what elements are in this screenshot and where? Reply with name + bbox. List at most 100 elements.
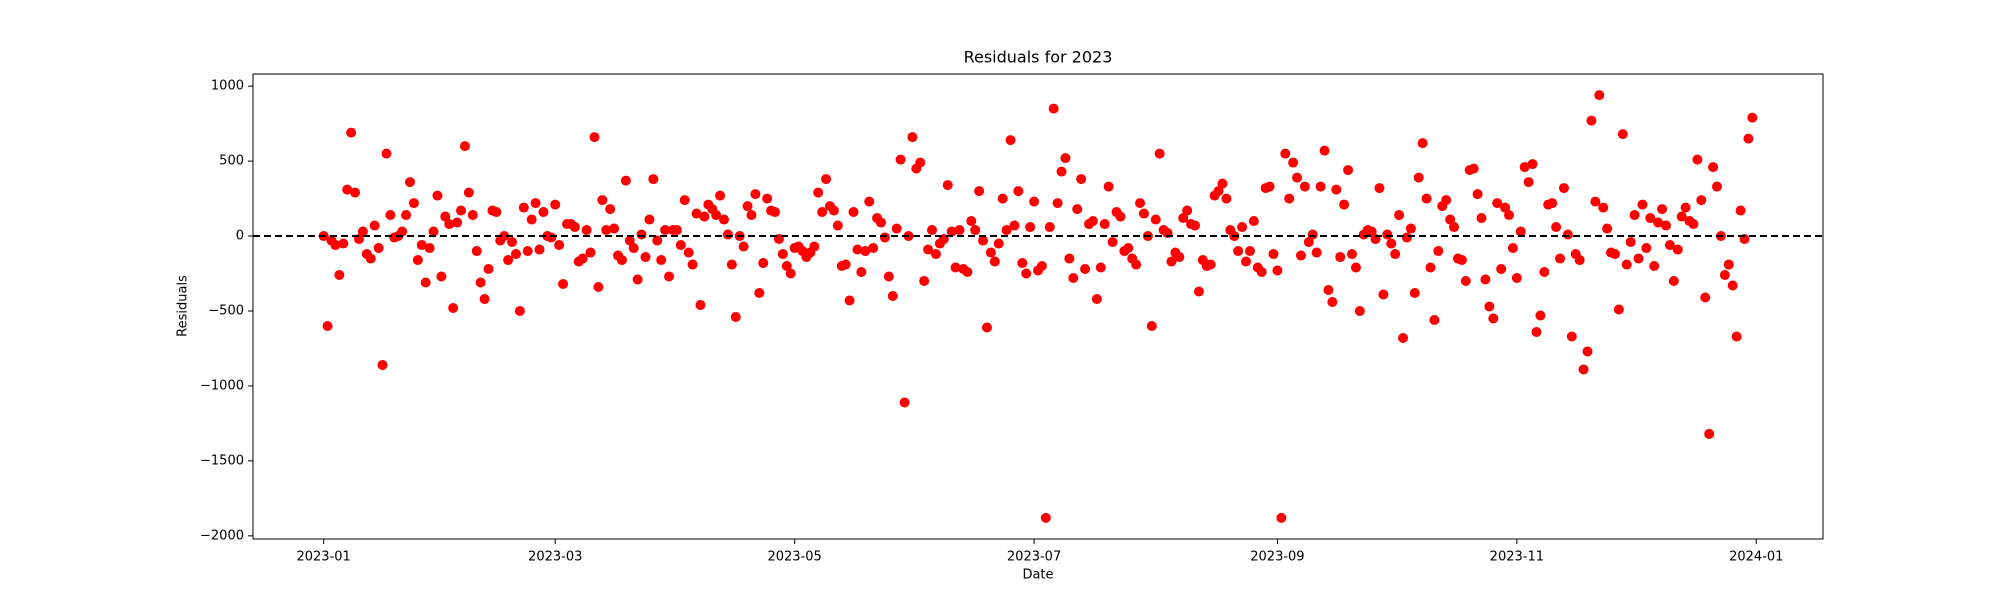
point xyxy=(1303,237,1314,248)
point xyxy=(1056,166,1067,177)
x-tick-label: 2023-03 xyxy=(528,550,582,565)
point xyxy=(1676,211,1687,222)
point xyxy=(1017,258,1028,269)
y-tick-label: −500 xyxy=(208,303,244,318)
point xyxy=(1264,181,1275,192)
point xyxy=(1712,181,1723,192)
point xyxy=(974,186,985,197)
point xyxy=(817,207,828,218)
point xyxy=(1339,199,1350,210)
point xyxy=(632,274,643,285)
point xyxy=(1558,183,1569,194)
point xyxy=(1115,211,1126,222)
point xyxy=(675,240,686,251)
y-tick-label: −1500 xyxy=(200,453,244,468)
point xyxy=(1409,288,1420,299)
point xyxy=(1496,264,1507,275)
point xyxy=(715,190,726,201)
point xyxy=(1284,193,1295,204)
point xyxy=(408,198,419,209)
point xyxy=(605,204,616,215)
point xyxy=(444,219,455,230)
point xyxy=(1182,205,1193,216)
point xyxy=(1657,204,1668,215)
point xyxy=(754,288,765,299)
point xyxy=(609,223,620,234)
point xyxy=(1135,198,1146,209)
point xyxy=(907,132,918,143)
point xyxy=(1307,229,1318,240)
point xyxy=(1661,220,1671,231)
point xyxy=(1009,220,1020,231)
point xyxy=(475,277,486,288)
point xyxy=(1174,252,1185,263)
point xyxy=(1233,246,1244,257)
point xyxy=(1696,195,1707,206)
point xyxy=(840,259,851,270)
point xyxy=(1574,255,1585,266)
point xyxy=(730,311,741,322)
point xyxy=(1598,202,1609,213)
point xyxy=(397,226,408,237)
point xyxy=(1221,193,1232,204)
point xyxy=(569,222,580,233)
point xyxy=(683,247,694,258)
point xyxy=(1401,232,1412,243)
point xyxy=(1354,305,1365,316)
point xyxy=(373,243,384,254)
y-tick-label: −1000 xyxy=(200,378,244,393)
point xyxy=(1594,90,1605,101)
point xyxy=(1425,262,1436,273)
point xyxy=(526,214,537,225)
point xyxy=(1719,270,1730,281)
point xyxy=(1178,213,1189,224)
y-axis-label: Residuals xyxy=(176,275,191,337)
point xyxy=(1680,202,1691,213)
point xyxy=(1708,162,1719,173)
point xyxy=(436,271,447,282)
point xyxy=(1476,213,1487,224)
point xyxy=(1256,267,1267,278)
point xyxy=(1405,223,1416,234)
point xyxy=(1523,177,1534,188)
point xyxy=(1103,181,1114,192)
point xyxy=(1602,223,1613,234)
point xyxy=(1052,198,1063,209)
point xyxy=(1013,186,1024,197)
point xyxy=(1072,204,1083,215)
point xyxy=(1519,162,1530,173)
point xyxy=(1213,186,1224,197)
point xyxy=(1704,428,1715,439)
point xyxy=(597,195,608,206)
point xyxy=(1460,276,1471,287)
point xyxy=(1723,259,1734,270)
point xyxy=(479,294,490,305)
point xyxy=(1217,178,1228,189)
point xyxy=(1645,213,1656,224)
point xyxy=(1146,320,1157,331)
point xyxy=(1555,253,1566,264)
y-tick-label: 0 xyxy=(236,229,244,244)
point xyxy=(978,235,989,246)
point xyxy=(671,225,682,236)
point xyxy=(369,220,380,231)
point xyxy=(1743,133,1754,144)
point xyxy=(997,193,1008,204)
point xyxy=(1315,181,1326,192)
point xyxy=(405,177,415,188)
point xyxy=(1700,292,1711,303)
point xyxy=(648,174,659,185)
point xyxy=(1515,226,1526,237)
point xyxy=(1668,276,1679,287)
point xyxy=(879,232,890,243)
point xyxy=(1492,198,1503,209)
point xyxy=(1578,364,1589,375)
point xyxy=(1166,256,1177,267)
point xyxy=(1068,273,1079,284)
point xyxy=(895,154,906,165)
point xyxy=(1590,196,1601,207)
point xyxy=(624,235,635,246)
point xyxy=(1488,313,1499,324)
point xyxy=(1507,243,1518,254)
point xyxy=(463,187,474,198)
